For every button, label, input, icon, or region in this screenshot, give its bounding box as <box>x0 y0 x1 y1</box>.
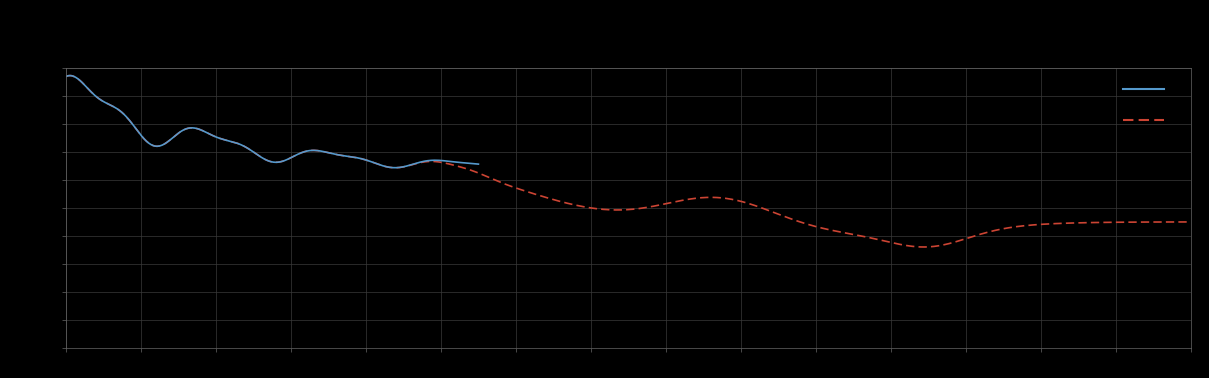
Legend: , : , <box>1117 78 1181 133</box>
